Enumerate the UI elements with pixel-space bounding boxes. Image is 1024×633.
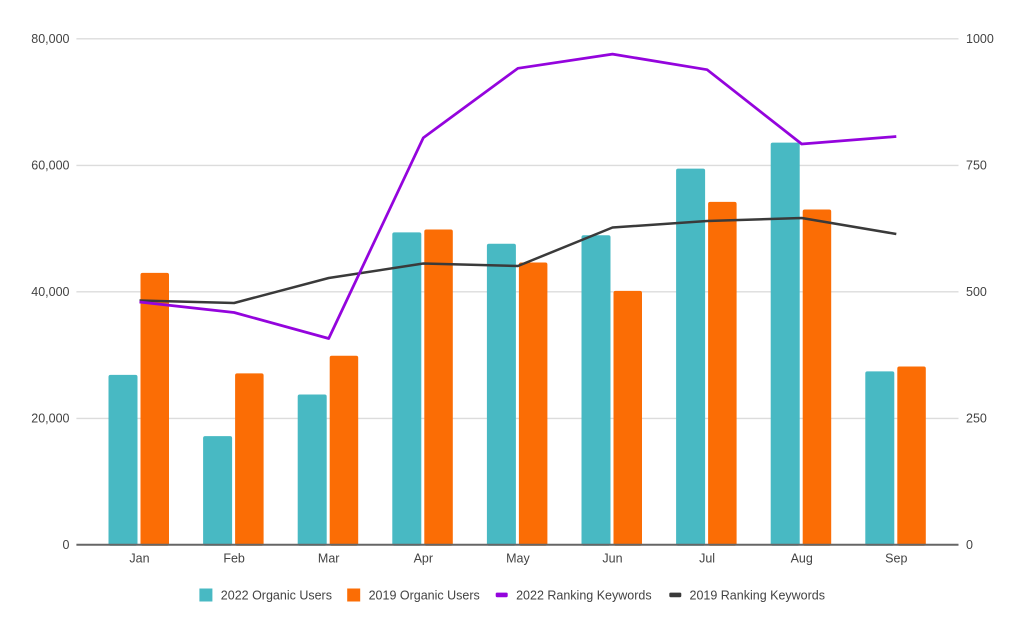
svg-text:20,000: 20,000: [31, 412, 69, 426]
svg-text:Jun: Jun: [602, 552, 622, 566]
svg-text:2022 Organic Users: 2022 Organic Users: [221, 588, 332, 602]
svg-text:0: 0: [966, 538, 973, 552]
svg-text:Jul: Jul: [699, 552, 715, 566]
svg-text:2019 Ranking Keywords: 2019 Ranking Keywords: [690, 588, 826, 602]
svg-text:Mar: Mar: [318, 552, 340, 566]
svg-text:Jan: Jan: [129, 552, 149, 566]
svg-text:Feb: Feb: [223, 552, 245, 566]
svg-text:Sep: Sep: [885, 552, 907, 566]
svg-text:60,000: 60,000: [31, 159, 69, 173]
svg-text:May: May: [506, 552, 530, 566]
svg-text:80,000: 80,000: [31, 32, 69, 46]
svg-text:Apr: Apr: [414, 552, 433, 566]
svg-text:500: 500: [966, 285, 987, 299]
svg-text:2019 Organic Users: 2019 Organic Users: [369, 588, 480, 602]
svg-text:750: 750: [966, 159, 987, 173]
svg-text:250: 250: [966, 412, 987, 426]
svg-text:1000: 1000: [966, 32, 994, 46]
svg-text:Aug: Aug: [791, 552, 813, 566]
svg-text:40,000: 40,000: [31, 285, 69, 299]
svg-text:2022 Ranking Keywords: 2022 Ranking Keywords: [516, 588, 652, 602]
svg-text:0: 0: [63, 538, 70, 552]
